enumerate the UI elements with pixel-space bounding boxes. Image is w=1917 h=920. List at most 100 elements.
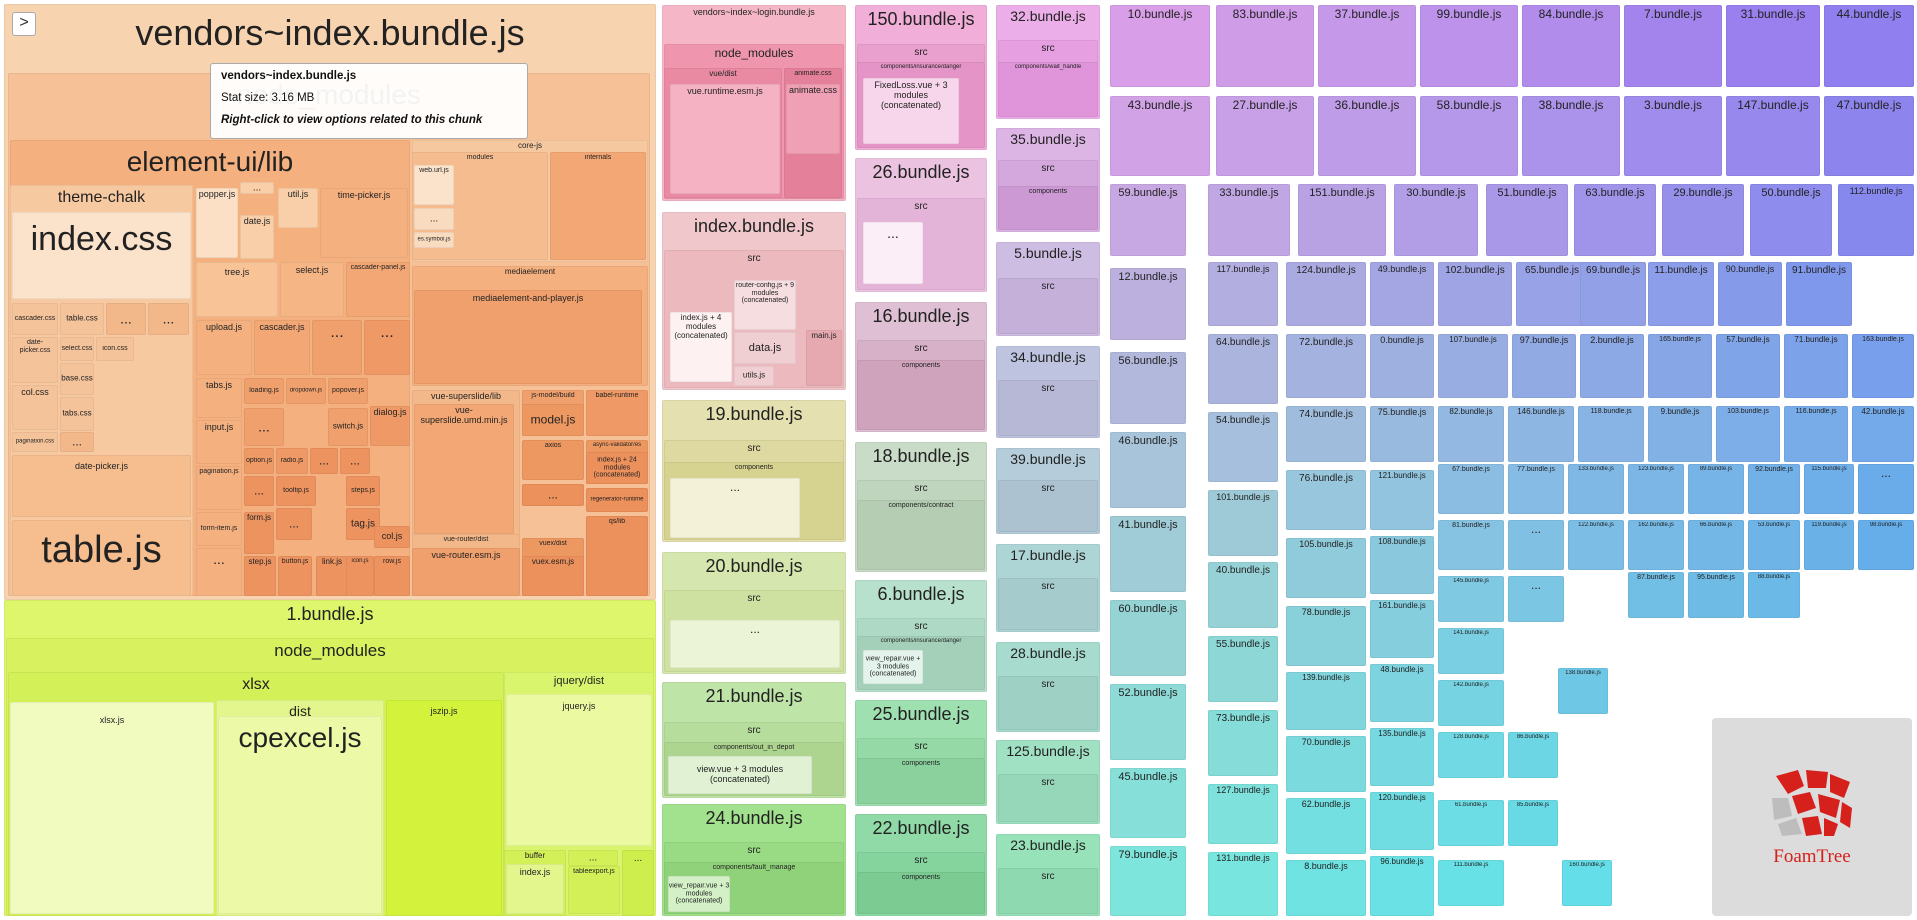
tile-103-bundle-js[interactable]: 103.bundle.js: [1716, 406, 1780, 462]
tile-date-picker-js[interactable]: date-picker.js: [12, 455, 191, 517]
tile-mediaelement-and-player-js[interactable]: mediaelement-and-player.js: [414, 290, 642, 384]
tile-vuex-esm-js[interactable]: vuex.esm.js: [522, 556, 584, 596]
tile-67-bundle-js[interactable]: 67.bundle.js: [1438, 464, 1504, 514]
tile-jszip-js[interactable]: jszip.js: [386, 700, 502, 916]
tile-tiny-1[interactable]: ...: [1858, 464, 1914, 514]
tile-8-bundle-js[interactable]: 8.bundle.js: [1286, 860, 1366, 916]
tile-75-bundle-js[interactable]: 75.bundle.js: [1370, 406, 1434, 462]
tile-more-13[interactable]: ...: [414, 208, 454, 230]
tile-98-bundle-js[interactable]: 98.bundle.js: [1858, 520, 1914, 570]
tile-55-bundle-js[interactable]: 55.bundle.js: [1208, 636, 1278, 702]
tile-more-6[interactable]: ...: [364, 320, 410, 375]
tile-57-bundle-js[interactable]: 57.bundle.js: [1716, 334, 1780, 398]
tile-input-js[interactable]: input.js: [196, 420, 242, 464]
tile-animate-css[interactable]: animate.css: [786, 84, 840, 154]
tile-101-bundle-js[interactable]: 101.bundle.js: [1208, 490, 1278, 556]
tile-142-bundle-js[interactable]: 142.bundle.js: [1438, 680, 1504, 726]
tile-77-bundle-js[interactable]: 77.bundle.js: [1508, 464, 1564, 514]
tile-0-bundle-js[interactable]: 0.bundle.js: [1370, 334, 1434, 398]
tile-data-js[interactable]: data.js: [734, 332, 796, 364]
tile-42-bundle-js[interactable]: 42.bundle.js: [1852, 406, 1914, 462]
tile-146-bundle-js[interactable]: 146.bundle.js: [1508, 406, 1574, 462]
tile-41-bundle-js[interactable]: 41.bundle.js: [1110, 516, 1186, 592]
tile-71-bundle-js[interactable]: 71.bundle.js: [1784, 334, 1848, 398]
tile-108-bundle-js[interactable]: 108.bundle.js: [1370, 536, 1434, 594]
sidebar-toggle-button[interactable]: >: [12, 12, 36, 36]
tile-table-css[interactable]: table.css: [60, 303, 104, 335]
tile-tiny-2[interactable]: ...: [1508, 520, 1564, 570]
tile-regenerator-runtime[interactable]: regenerator-runtime: [586, 488, 648, 512]
tile-cascader-js[interactable]: cascader.js: [254, 320, 310, 375]
tile-120-bundle-js[interactable]: 120.bundle.js: [1370, 792, 1434, 850]
tile-70-bundle-js[interactable]: 70.bundle.js: [1286, 736, 1366, 792]
tile-util-js[interactable]: util.js: [278, 188, 318, 228]
tile-option-js[interactable]: option.js: [244, 448, 274, 474]
tile-56-bundle-js[interactable]: 56.bundle.js: [1110, 352, 1186, 424]
tile-col-js[interactable]: col.js: [374, 526, 410, 548]
tile-64-bundle-js[interactable]: 64.bundle.js: [1208, 334, 1278, 404]
tile-85-bundle-js[interactable]: 85.bundle.js: [1508, 800, 1558, 846]
tile-54-bundle-js[interactable]: 54.bundle.js: [1208, 412, 1278, 482]
tile-50-bundle-js[interactable]: 50.bundle.js: [1750, 184, 1832, 256]
tile-pagination-css[interactable]: pagination.css: [12, 432, 58, 452]
tile-48-bundle-js[interactable]: 48.bundle.js: [1370, 664, 1434, 722]
tile-more-11[interactable]: ...: [276, 508, 312, 540]
tile-87-bundle-js[interactable]: 87.bundle.js: [1628, 572, 1684, 618]
tile-160-bundle-js[interactable]: 160.bundle.js: [1562, 860, 1612, 906]
tile-cascader-panel-js[interactable]: cascader-panel.js: [346, 262, 410, 317]
tile-72-bundle-js[interactable]: 72.bundle.js: [1286, 334, 1366, 398]
tile-29-bundle-js[interactable]: 29.bundle.js: [1662, 184, 1744, 256]
tile-jquery-js[interactable]: jquery.js: [506, 694, 652, 846]
tile-82-bundle-js[interactable]: 82.bundle.js: [1438, 406, 1504, 462]
tile-135-bundle-js[interactable]: 135.bundle.js: [1370, 728, 1434, 786]
tile-index-js-24-modules[interactable]: index.js + 24 modules (concatenated): [586, 452, 648, 484]
tile-22-components[interactable]: components: [857, 872, 985, 914]
tile-145-bundle-js[interactable]: 145.bundle.js: [1438, 576, 1504, 622]
tile-161-bundle-js[interactable]: 161.bundle.js: [1370, 600, 1434, 658]
tile-axios[interactable]: axios: [522, 440, 584, 480]
tile-more-1[interactable]: ...: [106, 303, 146, 335]
tile-more-12[interactable]: ...: [196, 548, 242, 596]
tile-7-bundle-js[interactable]: 7.bundle.js: [1624, 5, 1722, 87]
tile-162-bundle-js[interactable]: 162.bundle.js: [1628, 520, 1684, 570]
tile-16-components[interactable]: components: [857, 360, 985, 430]
tile-127-bundle-js[interactable]: 127.bundle.js: [1208, 784, 1278, 844]
tile-dropdown-js[interactable]: dropdown.js: [286, 378, 326, 404]
tile-102-bundle-js[interactable]: 102.bundle.js: [1438, 262, 1512, 326]
tile-date-js[interactable]: date.js: [240, 215, 274, 259]
tile-59-bundle-js[interactable]: 59.bundle.js: [1110, 184, 1186, 256]
tile-vue-runtime-esm-js[interactable]: vue.runtime.esm.js: [670, 84, 780, 194]
tile-141-bundle-js[interactable]: 141.bundle.js: [1438, 628, 1504, 674]
tile-11-bundle-js[interactable]: 11.bundle.js: [1648, 262, 1714, 326]
tile-46-bundle-js[interactable]: 46.bundle.js: [1110, 432, 1186, 508]
tile-99-bundle-js[interactable]: 99.bundle.js: [1420, 5, 1518, 87]
tile-buffer-index-js[interactable]: index.js: [506, 864, 564, 914]
tile-qs-lib[interactable]: qs/lib: [586, 516, 648, 596]
tile-139-bundle-js[interactable]: 139.bundle.js: [1286, 672, 1366, 730]
tile-84-bundle-js[interactable]: 84.bundle.js: [1522, 5, 1620, 87]
tile-button-js[interactable]: button.js: [278, 556, 312, 596]
tile-upload-js[interactable]: upload.js: [196, 320, 252, 375]
tile-more-10[interactable]: ...: [244, 476, 274, 506]
tile-73-bundle-js[interactable]: 73.bundle.js: [1208, 710, 1278, 776]
tile-112-bundle-js[interactable]: 112.bundle.js: [1838, 184, 1914, 256]
tile-tree-js[interactable]: tree.js: [196, 262, 278, 317]
tile-36-bundle-js[interactable]: 36.bundle.js: [1318, 96, 1416, 176]
tile-125-src[interactable]: src: [998, 774, 1098, 822]
tile-63-bundle-js[interactable]: 63.bundle.js: [1574, 184, 1656, 256]
tile-35-components[interactable]: components: [998, 186, 1098, 230]
tile-49-bundle-js[interactable]: 49.bundle.js: [1370, 262, 1434, 326]
tile-switch-js[interactable]: switch.js: [328, 408, 368, 446]
tile-9-bundle-js[interactable]: 9.bundle.js: [1648, 406, 1712, 462]
tile-90-bundle-js[interactable]: 90.bundle.js: [1718, 262, 1782, 326]
tile-form-js[interactable]: form.js: [244, 512, 274, 554]
tile-tableexport-js[interactable]: tableexport.js: [568, 866, 620, 914]
tile-117-bundle-js[interactable]: 117.bundle.js: [1208, 262, 1278, 326]
tile-43-bundle-js[interactable]: 43.bundle.js: [1110, 96, 1210, 176]
tile-97-bundle-js[interactable]: 97.bundle.js: [1512, 334, 1576, 398]
tile-10-bundle-js[interactable]: 10.bundle.js: [1110, 5, 1210, 87]
tile-34-src[interactable]: src: [998, 380, 1098, 436]
tile-18-components[interactable]: components/contract: [857, 500, 985, 570]
tile-128-bundle-js[interactable]: 128.bundle.js: [1438, 732, 1504, 778]
tile-12-bundle-js[interactable]: 12.bundle.js: [1110, 268, 1186, 340]
